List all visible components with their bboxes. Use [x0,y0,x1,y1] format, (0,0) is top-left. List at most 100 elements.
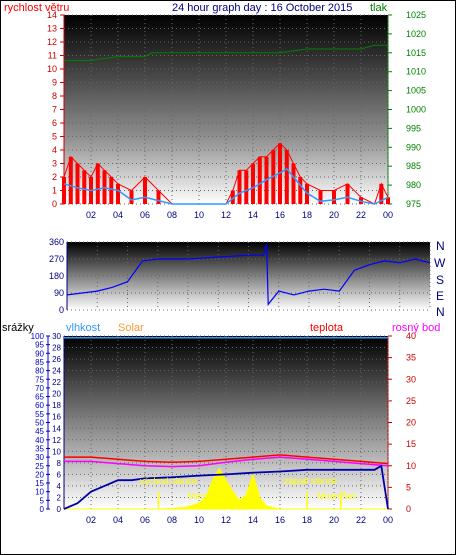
wind-gust-bar [332,190,336,204]
wind-gust-bar [75,163,80,204]
hour-tick-label: 20 [329,515,339,525]
wind-gust-bar [109,177,114,204]
hour-tick-label: 10 [194,210,204,220]
hour-tick-label: 22 [356,515,366,525]
wind-gust-bar [379,183,384,205]
wind-tick-label: 12 [47,37,57,47]
hour-tick-label: 02 [86,515,96,525]
hour-tick-label: 00 [383,515,393,525]
pressure-tick-label: 1025 [406,10,426,20]
humidity-tick-label: 25 [35,462,44,471]
rain-tick-label: 12 [52,436,61,445]
rain-tick-label: 10 [52,447,61,456]
wind-gust-bar [251,163,255,204]
hour-tick-label: 06 [140,515,150,525]
wind-tick-label: 7 [52,105,57,115]
wind-gust-bar [129,190,134,204]
wind-gust-bar [345,183,350,205]
wind-tick-label: 5 [52,132,57,142]
pressure-tick-label: 1015 [406,48,426,58]
wind-gust-bar [116,183,120,205]
rain-tick-label: 14 [52,424,61,433]
solar-area [64,467,388,510]
pressure-axis-title: tlak [370,2,388,14]
hour-tick-label: 10 [194,515,204,525]
rain-tick-label: 2 [57,493,62,502]
rain-tick-label: 22 [52,378,61,387]
wind-gust-bar [291,163,296,204]
temp-tick-label: 20 [406,418,416,428]
direction-tick-label: 180 [49,271,64,281]
hour-tick-label: 16 [275,515,285,525]
wind-axis-title: rychlost větru [4,2,69,14]
humidity-tick-label: 90 [35,349,44,358]
humidity-tick-label: 80 [35,367,44,376]
compass-s: S [436,273,444,287]
hour-tick-label: 16 [275,210,285,220]
temp-tick-label: 15 [406,439,416,449]
hour-tick-label: 18 [302,210,312,220]
pressure-tick-label: 995 [406,123,421,133]
wind-gust-bar [143,177,147,204]
wind-tick-label: 3 [52,159,57,169]
compass-e: E [436,289,444,303]
wind-gust-bar [284,150,289,204]
rain-tick-label: 16 [52,413,61,422]
humidity-tick-label: 35 [35,444,44,453]
pressure-tick-label: 1000 [406,105,426,115]
humidity-tick-label: 100 [31,332,45,341]
wind-gust-bar [244,170,249,205]
wind-tick-label: 1 [52,186,57,196]
hour-tick-label: 06 [140,210,150,220]
pressure-tick-label: 1020 [406,29,426,39]
hour-tick-label: 14 [248,210,258,220]
rain-tick-label: 28 [52,344,61,353]
humidity-tick-label: 20 [35,470,44,479]
wind-gust-bar [257,156,262,205]
wind-gust-bar [156,190,161,204]
humidity-tick-label: 95 [35,341,44,350]
moonrise-label: Moon [188,491,211,501]
hour-tick-label: 08 [167,210,177,220]
wind-tick-label: 0 [52,199,57,209]
pressure-tick-label: 985 [406,161,421,171]
rain-axis-title: srážky [2,322,34,334]
pressure-tick-label: 990 [406,142,421,152]
temp-tick-label: 30 [406,374,416,384]
humidity-tick-label: 40 [35,436,44,445]
sunset-label: západ slunce [284,476,337,486]
wind-tick-label: 13 [47,24,57,34]
rain-humidity-temp-chart: 0510152025303540455055606570758085909510… [31,331,416,525]
humidity-tick-label: 30 [35,453,44,462]
humidity-tick-label: 70 [35,384,44,393]
wind-tick-label: 9 [52,78,57,88]
compass-n-top: N [436,239,445,253]
wind-gust-bar [82,170,87,205]
rain-tick-label: 6 [57,470,62,479]
wind-average-line [63,167,389,205]
wind-gust-bar [386,197,390,205]
rain-tick-label: 24 [52,367,61,376]
pressure-tick-label: 975 [406,199,421,209]
pressure-line [64,44,388,61]
wind-gust-bar [62,177,66,204]
dew-legend: rosný bod [392,322,440,334]
temp-tick-label: 0 [406,504,411,514]
rain-tick-label: 18 [52,401,61,410]
rain-tick-label: 8 [57,459,62,468]
wind-gust-bar [95,163,100,204]
humidity-tick-label: 5 [40,496,45,505]
humidity-tick-label: 50 [35,419,44,428]
wind-tick-label: 8 [52,91,57,101]
wind-gust-bar [237,170,242,205]
wind-gust-bar [298,177,303,204]
sunrise-label: východ slunce [140,476,197,486]
direction-chart: 0 90 180 270 360 [49,237,431,315]
wind-pressure-plot-area [64,15,388,204]
hour-tick-label: 00 [383,210,393,220]
humidity-tick-label: 45 [35,427,44,436]
humidity-tick-label: 60 [35,401,44,410]
hour-tick-label: 04 [113,515,123,525]
direction-tick-label: 0 [59,305,64,315]
